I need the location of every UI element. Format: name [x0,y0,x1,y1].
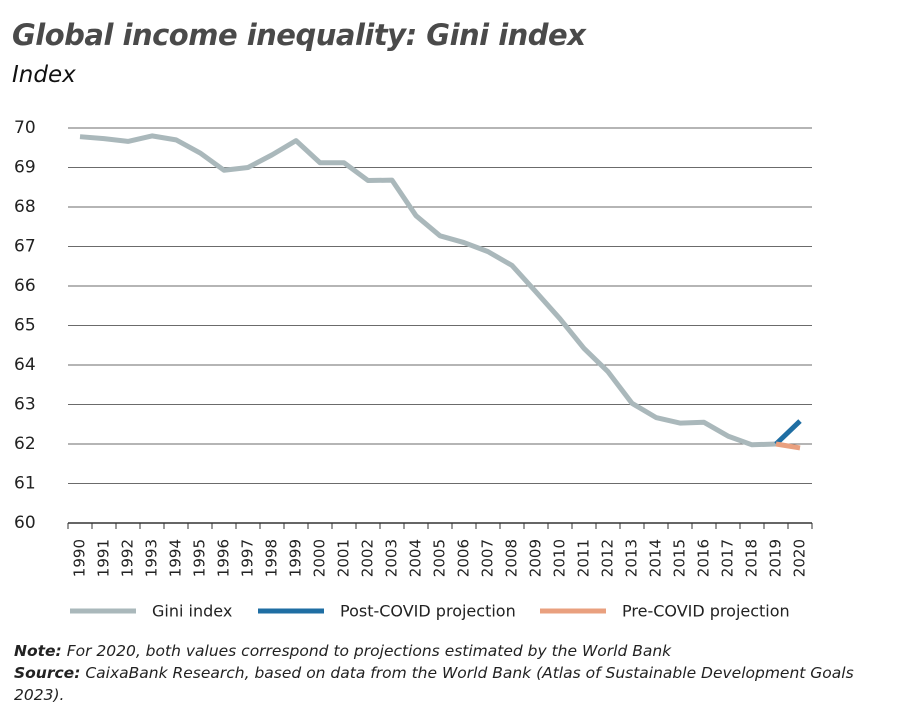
x-tick-label: 2000 [311,539,329,577]
x-tick-label: 2017 [719,539,737,577]
x-tick-label: 1993 [143,539,161,577]
x-tick-label: 2014 [647,539,665,577]
x-tick-label: 2003 [383,539,401,577]
line-series [774,419,802,446]
x-tick-label: 1996 [215,539,233,577]
y-tick-label: 69 [14,158,36,178]
source: Source: CaixaBank Research, based on dat… [14,662,874,706]
chart-subtitle: Index [12,62,76,88]
x-tick-label: 2008 [503,539,521,577]
x-tick-label: 1998 [263,539,281,577]
x-tick-label: 1997 [239,539,257,577]
x-tick-label: 2004 [407,539,425,577]
y-tick-label: 62 [14,434,36,454]
y-tick-label: 68 [14,197,36,217]
x-tick-label: 2001 [335,539,353,577]
x-tick-label: 2010 [551,539,569,577]
source-label: Source: [14,664,81,682]
x-tick-label: 2013 [623,539,641,577]
line-series [79,133,777,448]
note-text: For 2020, both values correspond to proj… [66,642,672,660]
x-tick-label: 1994 [167,539,185,577]
y-tick-label: 66 [14,276,36,296]
x-tick-label: 2011 [575,539,593,577]
y-tick-label: 64 [14,355,36,375]
y-tick-label: 63 [14,395,36,415]
line-series [775,441,801,451]
x-tick-label: 2016 [695,539,713,577]
legend-label: Post-COVID projection [340,602,516,621]
chart: 60 61 62 63 64 65 66 67 68 69 70 1990 1991 1992 1993 19… [14,118,813,621]
legend-label: Pre-COVID projection [622,602,790,621]
x-tick-label: 1990 [71,539,89,577]
x-tick-label: 1991 [95,539,113,577]
x-tick-label: 1999 [287,539,305,577]
notes: Note: For 2020, both values correspond t… [14,640,874,706]
x-tick-label: 2002 [359,539,377,577]
x-tick-label: 2012 [599,539,617,577]
note: Note: For 2020, both values correspond t… [14,640,874,662]
legend-label: Gini index [152,602,232,621]
y-tick-label: 60 [14,513,36,533]
source-text: CaixaBank Research, based on data from t… [14,664,854,704]
x-tick-label: 2005 [431,539,449,577]
x-tick-label: 2015 [671,539,689,577]
x-tick-label: 2006 [455,539,473,577]
x-tick-label: 2020 [791,539,809,577]
x-tick-label: 2019 [767,539,785,577]
y-tick-label: 70 [14,118,36,138]
x-tick-label: 2009 [527,539,545,577]
x-tick-label: 1992 [119,539,137,577]
y-tick-label: 61 [14,474,36,494]
note-label: Note: [14,642,62,660]
y-tick-label: 67 [14,237,36,257]
chart-title: Global income inequality: Gini index [12,18,586,52]
y-tick-label: 65 [14,316,36,336]
x-tick-label: 2018 [743,539,761,577]
x-tick-label: 1995 [191,539,209,577]
x-tick-label: 2007 [479,539,497,577]
